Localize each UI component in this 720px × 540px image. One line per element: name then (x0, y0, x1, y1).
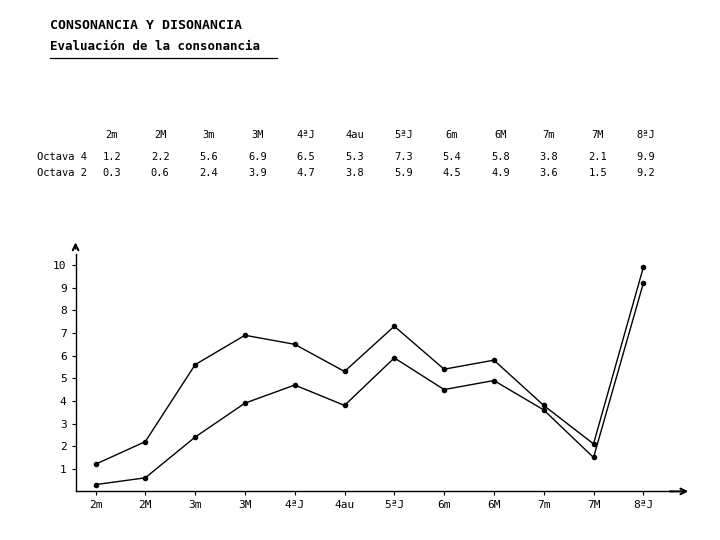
Text: 3M: 3M (251, 130, 264, 140)
Text: 5ªJ: 5ªJ (394, 130, 413, 140)
Text: 1.5: 1.5 (588, 168, 607, 179)
Text: 0.6: 0.6 (150, 168, 170, 179)
Text: 2m: 2m (105, 130, 118, 140)
Text: 4.9: 4.9 (491, 168, 510, 179)
Text: 7m: 7m (543, 130, 555, 140)
Text: 7.3: 7.3 (394, 152, 413, 163)
Text: 2.1: 2.1 (588, 152, 607, 163)
Text: 3.9: 3.9 (248, 168, 267, 179)
Text: 1.2: 1.2 (102, 152, 121, 163)
Text: 5.4: 5.4 (442, 152, 462, 163)
Text: 7M: 7M (591, 130, 604, 140)
Text: 4au: 4au (345, 130, 364, 140)
Text: 9.9: 9.9 (636, 152, 656, 163)
Text: 6M: 6M (494, 130, 507, 140)
Text: 0.3: 0.3 (102, 168, 121, 179)
Text: 3.8: 3.8 (345, 168, 364, 179)
Text: 3.8: 3.8 (539, 152, 559, 163)
Text: 4.7: 4.7 (297, 168, 315, 179)
Text: 5.6: 5.6 (199, 152, 218, 163)
Text: 3.6: 3.6 (539, 168, 559, 179)
Text: CONSONANCIA Y DISONANCIA: CONSONANCIA Y DISONANCIA (50, 19, 243, 32)
Text: 3m: 3m (202, 130, 215, 140)
Text: 5.9: 5.9 (394, 168, 413, 179)
Text: 4.5: 4.5 (442, 168, 462, 179)
Text: 2.2: 2.2 (150, 152, 170, 163)
Text: 5.8: 5.8 (491, 152, 510, 163)
Text: 9.2: 9.2 (636, 168, 656, 179)
Text: Octava 4: Octava 4 (37, 152, 87, 163)
Text: 6.5: 6.5 (297, 152, 315, 163)
Text: 5.3: 5.3 (345, 152, 364, 163)
Text: 6m: 6m (446, 130, 458, 140)
Text: Evaluación de la consonancia: Evaluación de la consonancia (50, 40, 261, 53)
Text: 6.9: 6.9 (248, 152, 267, 163)
Text: 8ªJ: 8ªJ (636, 130, 656, 140)
Text: 2M: 2M (154, 130, 166, 140)
Text: 4ªJ: 4ªJ (297, 130, 315, 140)
Text: 2.4: 2.4 (199, 168, 218, 179)
Text: Octava 2: Octava 2 (37, 168, 87, 179)
